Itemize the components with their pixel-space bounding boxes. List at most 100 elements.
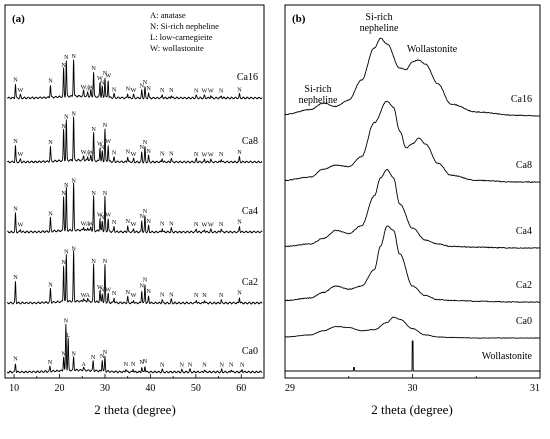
peak-label: W — [208, 152, 214, 159]
peak-label: N — [64, 114, 69, 121]
series-label: Ca0 — [242, 346, 258, 357]
peak-label: W — [202, 152, 208, 159]
peak-label: N — [71, 111, 76, 118]
peak-label: N — [180, 362, 185, 369]
peak-label: N — [169, 150, 174, 157]
peak-label: N — [202, 362, 207, 369]
peak-label: N — [125, 289, 130, 296]
peak-label: N — [140, 144, 145, 151]
peak-label: N — [125, 218, 130, 225]
peak-label: N — [61, 259, 66, 266]
xrd-pattern-ca16 — [6, 59, 263, 100]
peak-label: N — [160, 362, 165, 369]
peak-label: W — [202, 222, 208, 229]
peak-label: N — [61, 62, 66, 69]
peak-label: N — [103, 190, 108, 197]
peak-label: N — [71, 245, 76, 252]
peak-label: N — [91, 190, 96, 197]
xrd-pattern-wollastonite — [284, 340, 541, 372]
peak-label: N — [237, 149, 242, 156]
peak-label: N — [219, 151, 224, 158]
legend-entry: L: low-carnegieite — [150, 32, 213, 42]
series-label: Ca8 — [516, 160, 532, 171]
peak-label: N — [112, 219, 117, 226]
peak-label: N — [48, 359, 53, 366]
peak-label: W — [97, 212, 103, 219]
series-label: Ca4 — [516, 226, 532, 237]
peak-label: W — [131, 221, 137, 228]
peak-label: W — [131, 292, 137, 299]
peak-label: N — [143, 208, 148, 215]
x-tick-label: 29 — [285, 383, 295, 394]
x-tick-label: 20 — [55, 383, 65, 394]
x-tick-label: 60 — [236, 383, 246, 394]
peak-label: N — [169, 220, 174, 227]
peak-label: N — [169, 87, 174, 94]
peak-label: N — [61, 123, 66, 130]
peak-label: W — [18, 87, 24, 94]
peak-label: N — [131, 361, 136, 368]
peak-label: N — [13, 138, 18, 145]
peak-label: A — [81, 361, 86, 368]
peak-label: N — [91, 65, 96, 72]
peak-label: N — [100, 286, 105, 293]
peak-label: N — [112, 290, 117, 297]
peak-label: N — [61, 350, 66, 357]
x-tick-label: 50 — [191, 383, 201, 394]
peak-label: N — [240, 362, 245, 369]
series-label: Ca8 — [242, 136, 258, 147]
x-tick-label: 31 — [530, 383, 540, 394]
peak-label: N — [125, 148, 130, 155]
peak-label: W — [131, 151, 137, 158]
x-tick-label: 10 — [9, 383, 19, 394]
panel-a-label: (a) — [12, 13, 25, 25]
peak-label: N — [194, 151, 199, 158]
panel-b-traces: Ca16 Ca8 Ca4 Ca2 Ca0 Wollastonite — [284, 37, 541, 372]
peak-label: N — [202, 292, 207, 299]
panel-b: (b) Si-rich nepheline Si-rich nepheline Woll… — [284, 4, 541, 417]
peak-label: N — [143, 358, 148, 365]
xrd-pattern-ca8 — [284, 100, 541, 183]
peak-label: N — [100, 353, 105, 360]
peak-label: W — [88, 149, 94, 156]
xrd-pattern-ca2 — [6, 250, 263, 305]
peak-label: N — [103, 70, 108, 77]
peak-label: N — [237, 218, 242, 225]
peak-label: W — [97, 284, 103, 291]
peak-annotation: Si-rich nepheline — [299, 84, 338, 106]
peak-label: W — [81, 220, 87, 227]
legend-entry: W: wollastonite — [150, 43, 204, 53]
peak-label: N — [61, 190, 66, 197]
peak-label: N — [103, 258, 108, 265]
peak-label: N — [194, 292, 199, 299]
peak-label: W — [18, 222, 24, 229]
peak-label: N — [91, 354, 96, 361]
peak-label: N — [146, 85, 151, 92]
peak-label: L — [66, 332, 70, 339]
peak-label: N — [64, 54, 69, 61]
xrd-pattern-ca4 — [7, 182, 263, 234]
peak-label: N — [188, 362, 193, 369]
peak-label: W — [202, 88, 208, 95]
peak-label: N — [219, 292, 224, 299]
panel-a-frame — [4, 4, 265, 379]
peak-label: N — [140, 213, 145, 220]
panel-b-annotations: Si-rich nepheline Si-rich nepheline Wollasto… — [299, 12, 458, 106]
peak-label: W — [97, 140, 103, 147]
peak-label: N — [71, 350, 76, 357]
peak-label: N — [219, 221, 224, 228]
peak-label: N — [237, 289, 242, 296]
peak-label: W — [105, 138, 111, 145]
peak-label: N — [13, 76, 18, 83]
peak-label: N — [160, 150, 165, 157]
peak-label: N — [143, 276, 148, 283]
peak-label: N — [220, 362, 225, 369]
xrd-pattern-ca0 — [6, 323, 263, 374]
peak-label: N — [160, 87, 165, 94]
series-label: Ca2 — [242, 277, 258, 288]
peak-label: N — [140, 359, 145, 366]
peak-label: N — [48, 281, 53, 288]
